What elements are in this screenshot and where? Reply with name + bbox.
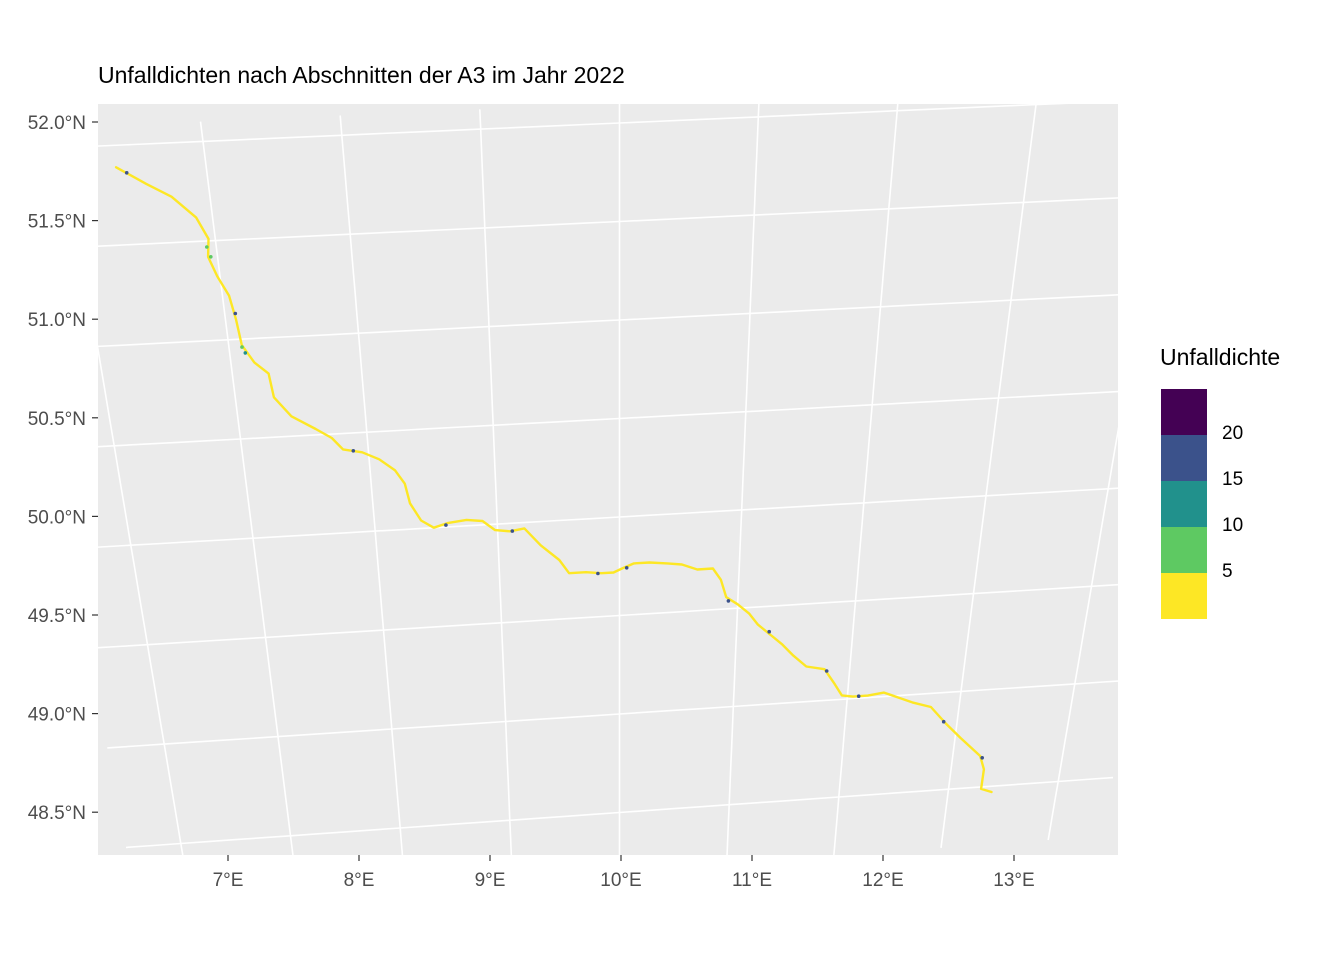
legend-title: Unfalldichte [1160,344,1281,370]
legend-swatch [1161,481,1207,527]
hotspot-mark [209,254,213,259]
hotspot-mark [243,351,248,355]
panel-background [98,104,1118,855]
plot-title: Unfalldichten nach Abschnitten der A3 im… [98,62,625,88]
legend-colorbar: 20 15 10 5 [1161,389,1281,619]
lat-tick-label: 52.0°N [28,113,86,134]
hotspot-mark [824,669,829,673]
meridian-line [339,115,404,855]
lat-tick-label: 51.5°N [28,212,86,233]
lon-tick-label: 8°E [344,870,375,891]
legend-label: 10 [1222,515,1244,536]
lon-tick-label: 13°E [993,870,1034,891]
lon-tick-label: 12°E [862,870,903,891]
accident-hotspots [124,171,984,760]
legend-swatch [1161,527,1207,573]
lat-tick-label: 50.5°N [28,409,86,430]
legend-label: 5 [1222,561,1233,582]
graticule [98,104,1118,855]
lon-tick-label: 7°E [213,870,244,891]
hotspot-mark [240,345,244,349]
hotspot-mark [205,245,209,249]
route-line [114,166,993,794]
legend: Unfalldichte 20 15 10 5 [1160,344,1281,619]
hotspot-mark [767,629,771,634]
legend-swatch [1161,573,1207,619]
hotspot-mark [941,719,946,724]
legend-swatch [1161,435,1207,481]
lat-tick-label: 49.5°N [28,606,86,627]
hotspot-mark [856,694,861,698]
lat-tick-label: 51.0°N [28,310,86,331]
hotspot-mark [596,571,600,576]
meridian-line [726,104,760,855]
lat-tick-label: 48.5°N [28,803,86,824]
hotspot-mark [351,449,356,453]
hotspot-mark [510,529,515,533]
meridian-line [833,104,899,855]
meridian-line [199,121,294,855]
hotspot-mark [980,756,984,760]
latitude-axis: 52.0°N 51.5°N 51.0°N 50.5°N 50.0°N 49.5°N 49.0… [28,113,98,824]
legend-label: 15 [1222,469,1244,490]
lon-tick-label: 11°E [732,870,772,891]
legend-label: 20 [1222,423,1244,444]
lon-tick-label: 10°E [600,870,641,891]
hotspot-mark [444,523,448,527]
hotspot-mark [726,599,731,603]
meridian-line [479,109,513,855]
meridian-line [98,344,184,855]
hotspot-mark [233,311,238,316]
hotspot-mark [624,566,629,570]
lon-tick-label: 9°E [475,870,506,891]
lat-tick-label: 49.0°N [28,705,86,726]
legend-swatch [1161,389,1207,435]
meridian-line [940,104,1037,849]
meridian-line [1047,426,1118,841]
lat-tick-label: 50.0°N [28,507,86,528]
hotspot-mark [124,171,129,175]
a3-route[interactable] [114,166,993,794]
longitude-axis: 7°E 8°E 9°E 10°E 11°E 12°E 13°E [213,855,1035,891]
